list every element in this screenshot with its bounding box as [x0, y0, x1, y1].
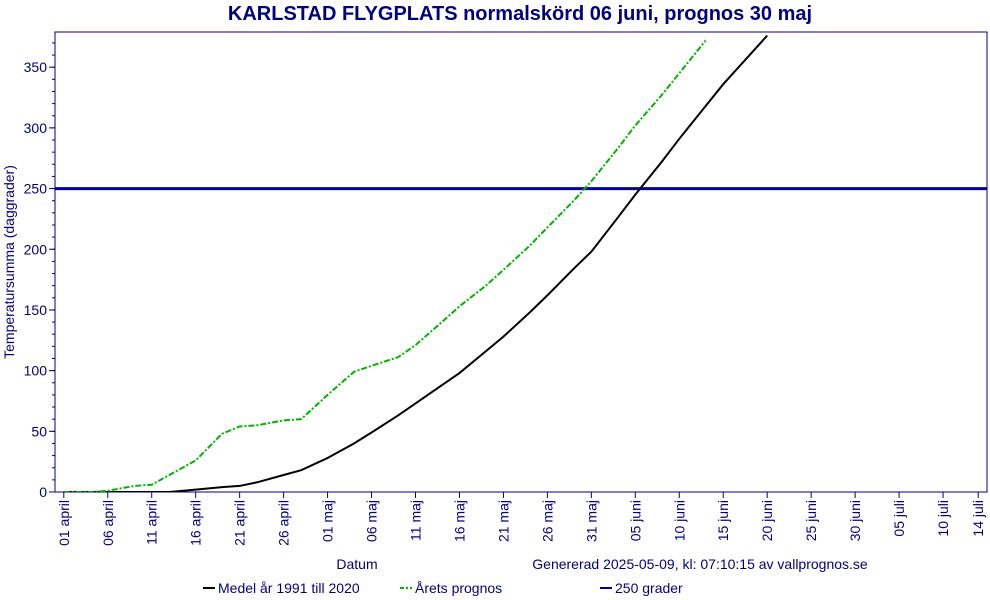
x-tick-label: 31 maj: [583, 500, 599, 542]
x-tick-label: 16 maj: [451, 500, 467, 542]
y-tick-label: 350: [24, 59, 48, 75]
series-line: [63, 39, 707, 492]
x-axis-label: Datum: [336, 556, 377, 572]
y-tick-label: 250: [24, 181, 48, 197]
y-tick-label: 0: [39, 484, 47, 500]
x-tick-label: 20 juni: [759, 500, 775, 541]
y-axis-label: Temperatursumma (daggrader): [1, 165, 17, 359]
x-tick-label: 25 juni: [803, 500, 819, 541]
x-tick-label: 21 maj: [495, 500, 511, 542]
x-tick-label: 10 juli: [935, 500, 951, 537]
x-tick-label: 30 juni: [847, 500, 863, 541]
x-tick-label: 26 maj: [539, 500, 555, 542]
y-tick-label: 200: [24, 241, 48, 257]
plot-area: [54, 31, 988, 493]
y-tick-label: 150: [24, 302, 48, 318]
x-tick-label: 26 april: [276, 500, 292, 546]
x-tick-label: 15 juni: [715, 500, 731, 541]
y-tick-label: 100: [24, 363, 48, 379]
y-tick-label: 50: [31, 423, 47, 439]
series-line: [63, 34, 768, 492]
x-tick-label: 06 april: [100, 500, 116, 546]
x-tick-label: 06 maj: [364, 500, 380, 542]
x-tick-label: 11 maj: [407, 500, 423, 541]
legend-label: 250 grader: [615, 580, 683, 596]
x-tick-label: 01 maj: [320, 500, 336, 542]
x-tick-label: 01 april: [56, 500, 72, 546]
legend-label: Medel år 1991 till 2020: [218, 580, 360, 596]
x-tick-label: 14 juli: [970, 500, 986, 537]
x-tick-label: 21 april: [232, 500, 248, 546]
x-tick-label: 10 juni: [671, 500, 687, 541]
y-tick-label: 300: [24, 120, 48, 136]
x-tick-label: 05 juli: [891, 500, 907, 537]
legend-label: Årets prognos: [415, 580, 502, 596]
chart-title: KARLSTAD FLYGPLATS normalskörd 06 juni, …: [228, 3, 812, 25]
x-tick-label: 05 juni: [627, 500, 643, 541]
x-tick-label: 16 april: [188, 500, 204, 546]
annotation: Genererad 2025-05-09, kl: 07:10:15 av va…: [532, 556, 868, 572]
x-tick-label: 11 april: [144, 500, 160, 545]
